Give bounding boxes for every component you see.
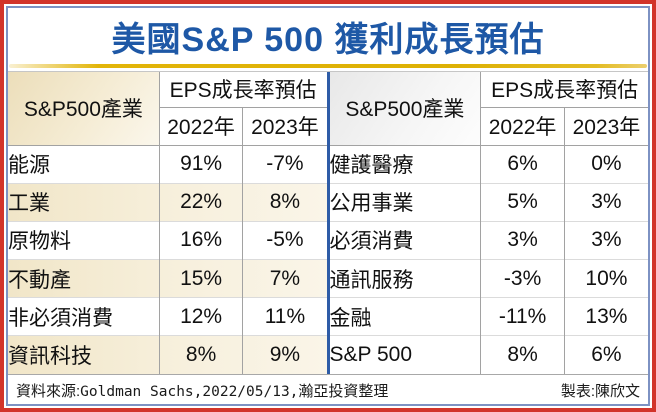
left-table-header: S&P500產業 EPS成長率預估 2022年 2023年 [8,72,327,146]
year-2022-header: 2022年 [480,107,565,146]
eps-2023-cell: 11% [242,297,327,336]
eps-2022-cell: -3% [480,258,565,298]
year-2022-header: 2022年 [158,107,243,146]
eps-2022-cell: 8% [158,335,243,374]
frame-gap: 美國S&P 500 獲利成長預估 S&P500產業 EPS成長率預估 2 [4,4,652,408]
eps-2023-cell: -7% [242,145,327,184]
eps-group-header: EPS成長率預估 [480,72,648,108]
eps-2022-cell: 22% [158,182,243,222]
table-row: 金融 -11% 13% [329,297,648,336]
credit-note: 製表:陳欣文 [560,383,640,400]
industry-cell: 必須消費 [329,220,481,260]
eps-2022-cell: -11% [480,297,565,336]
table-row: 通訊服務 -3% 10% [329,258,648,298]
eps-2022-cell: 16% [158,220,243,260]
right-table-panel: S&P500產業 EPS成長率預估 2022年 2023年 健護醫療 [329,72,648,374]
industry-column-header: S&P500產業 [329,72,481,146]
eps-2023-cell: -5% [242,220,327,260]
table-row: 工業 22% 8% [8,182,327,222]
eps-2022-cell: 91% [158,145,243,184]
industry-cell: 原物料 [8,220,160,260]
eps-2023-cell: 7% [242,258,327,298]
year-2023-header: 2023年 [563,107,648,146]
industry-column-header: S&P500產業 [8,72,160,146]
source-detail: Goldman Sachs,2022/05/13, [80,384,299,400]
industry-cell: 不動產 [8,258,160,298]
table-row: 能源 91% -7% [8,145,327,184]
eps-2023-cell: 9% [242,335,327,374]
industry-cell: S&P 500 [329,335,481,374]
content-area: 美國S&P 500 獲利成長預估 S&P500產業 EPS成長率預估 2 [6,6,650,406]
table-row: 非必須消費 12% 11% [8,297,327,336]
industry-cell: 能源 [8,154,50,178]
title-divider-rule [9,64,647,68]
tables-container: S&P500產業 EPS成長率預估 2022年 2023年 能源 9 [8,71,648,375]
eps-2023-cell: 8% [242,182,327,222]
eps-2022-cell: 3% [480,220,565,260]
table-row: S&P 500 8% 6% [329,335,648,374]
eps-group-header: EPS成長率預估 [158,72,327,108]
right-table-body: 健護醫療 6% 0% 公用事業 5% 3% 必須消費 3 [329,145,648,374]
table-row: 健護醫療 6% 0% [329,145,648,184]
eps-2022-cell: 12% [158,297,243,336]
table-row: 原物料 16% -5% [8,220,327,260]
table-row: 不動產 15% 7% [8,258,327,298]
right-table-header: S&P500產業 EPS成長率預估 2022年 2023年 [329,72,648,146]
page-title: 美國S&P 500 獲利成長預估 [111,20,545,59]
industry-cell: 非必須消費 [8,297,160,336]
industry-cell: 公用事業 [329,182,481,222]
table-divider-rule [326,72,330,374]
left-eps-table: S&P500產業 EPS成長率預估 2022年 2023年 能源 9 [8,72,327,374]
eps-2023-cell: 3% [563,220,648,260]
eps-2023-cell: 6% [563,335,648,374]
left-table-panel: S&P500產業 EPS成長率預估 2022年 2023年 能源 9 [8,72,327,374]
right-eps-table: S&P500產業 EPS成長率預估 2022年 2023年 健護醫療 [329,72,648,374]
industry-cell: 工業 [8,182,160,222]
year-2023-header: 2023年 [242,107,327,146]
industry-cell: 金融 [329,297,481,336]
source-note: 資料來源:Goldman Sachs,2022/05/13,瀚亞投資整理 [16,380,388,401]
eps-2022-cell: 8% [480,335,565,374]
eps-2023-cell: 10% [563,258,648,298]
table-row: 資訊科技 8% 9% [8,335,327,374]
table-row: 公用事業 5% 3% [329,182,648,222]
eps-2022-cell: 6% [480,145,565,184]
eps-2023-cell: 0% [563,145,648,184]
eps-2023-cell: 3% [563,182,648,222]
source-suffix: 瀚亞投資整理 [298,383,389,400]
footer: 資料來源:Goldman Sachs,2022/05/13,瀚亞投資整理 製表:… [8,375,648,404]
industry-cell: 健護醫療 [329,154,414,178]
table-row: 必須消費 3% 3% [329,220,648,260]
source-prefix: 資料來源: [16,383,81,400]
industry-cell: 通訊服務 [329,258,481,298]
eps-2022-cell: 15% [158,258,243,298]
left-table-body: 能源 91% -7% 工業 22% 8% 原物料 16% [8,145,327,374]
industry-cell: 資訊科技 [8,335,160,374]
eps-2023-cell: 13% [563,297,648,336]
eps-2022-cell: 5% [480,182,565,222]
